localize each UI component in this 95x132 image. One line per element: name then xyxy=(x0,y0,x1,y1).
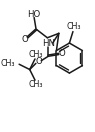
Text: HO: HO xyxy=(27,10,41,19)
Text: O: O xyxy=(35,57,42,66)
Text: CH₃: CH₃ xyxy=(67,22,81,31)
Text: HN: HN xyxy=(43,39,56,48)
Text: CH₃: CH₃ xyxy=(29,80,43,89)
Text: CH₃: CH₃ xyxy=(29,50,43,59)
Text: O: O xyxy=(21,35,28,44)
Text: CH₃: CH₃ xyxy=(0,59,15,68)
Text: O: O xyxy=(59,49,66,58)
